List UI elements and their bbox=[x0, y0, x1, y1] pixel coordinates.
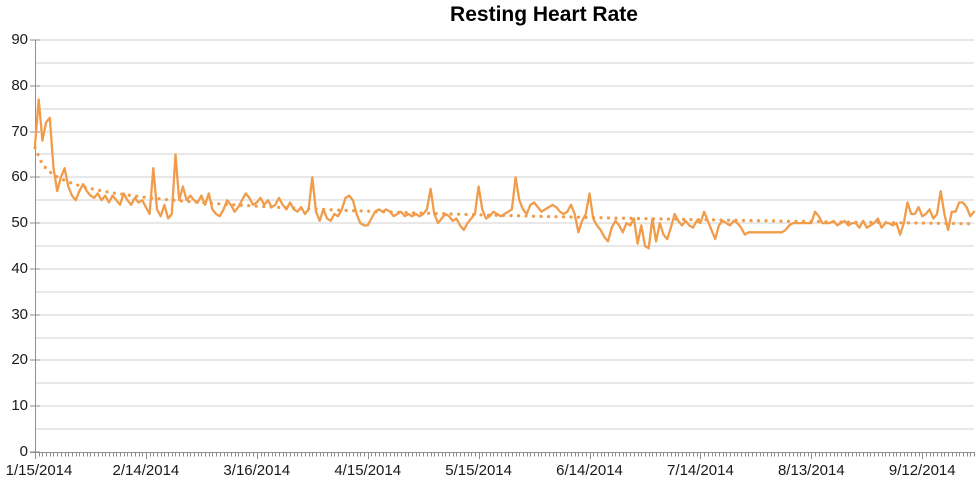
x-axis-tick-label: 7/14/2014 bbox=[667, 462, 734, 479]
y-axis-tick-label: 70 bbox=[11, 122, 28, 140]
x-axis-tick-label: 9/12/2014 bbox=[888, 462, 956, 479]
y-axis-tick-label: 90 bbox=[11, 31, 28, 48]
x-axis-tick-label: 8/13/2014 bbox=[777, 462, 845, 479]
y-axis-tick-label: 60 bbox=[11, 168, 28, 186]
x-axis-tick-label: 4/15/2014 bbox=[334, 462, 402, 479]
x-axis-tick-label: 2/14/2014 bbox=[112, 462, 180, 479]
y-axis-tick-label: 20 bbox=[11, 351, 28, 369]
trend-line bbox=[33, 146, 976, 226]
x-axis-tick-label: 1/15/2014 bbox=[5, 462, 73, 479]
y-axis-tick-label: 50 bbox=[11, 214, 28, 232]
x-axis-tick-label: 6/14/2014 bbox=[556, 462, 623, 479]
y-axis-tick-label: 0 bbox=[19, 443, 28, 460]
x-minor-ticks bbox=[39, 452, 975, 457]
x-axis-tick-label: 5/15/2014 bbox=[445, 462, 512, 479]
y-axis-tick-label: 30 bbox=[11, 305, 28, 323]
y-axis-tick-label: 40 bbox=[11, 259, 28, 277]
x-major-ticks bbox=[35, 452, 923, 459]
y-axis-tick-label: 80 bbox=[11, 76, 28, 94]
x-axis-tick-label: 3/16/2014 bbox=[223, 462, 291, 479]
series-line bbox=[33, 98, 976, 250]
chart-title: Resting Heart Rate bbox=[450, 3, 638, 26]
y-axis-tick-label: 10 bbox=[11, 397, 28, 415]
